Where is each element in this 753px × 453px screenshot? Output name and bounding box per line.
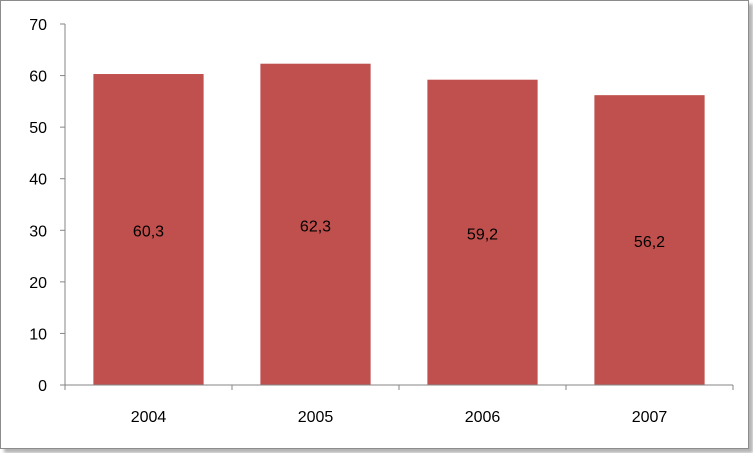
y-tick-label: 40 xyxy=(29,172,47,189)
y-tick-label: 30 xyxy=(29,223,47,240)
x-axis: 2004 2005 2006 2007 xyxy=(64,384,734,426)
bar xyxy=(427,79,538,385)
bar xyxy=(260,63,371,386)
y-tick-label: 60 xyxy=(29,69,47,86)
x-tick-label: 2007 xyxy=(632,409,668,426)
bar xyxy=(594,95,705,385)
bars xyxy=(93,63,705,386)
data-label: 56,2 xyxy=(634,234,665,251)
x-tick-label: 2006 xyxy=(465,409,501,426)
x-tick-label: 2005 xyxy=(298,409,334,426)
x-tick-label: 2004 xyxy=(131,409,167,426)
bar xyxy=(93,74,204,385)
data-label: 60,3 xyxy=(133,224,164,241)
y-tick-label: 70 xyxy=(29,17,47,34)
y-axis: 0 10 20 30 40 50 60 70 xyxy=(29,17,66,395)
data-label: 62,3 xyxy=(300,218,331,235)
y-tick-label: 20 xyxy=(29,275,47,292)
y-tick-label: 10 xyxy=(29,326,47,343)
y-tick-label: 0 xyxy=(38,378,47,395)
y-tick-label: 50 xyxy=(29,120,47,137)
data-labels: 60,3 62,3 59,2 56,2 xyxy=(133,218,665,251)
data-label: 59,2 xyxy=(467,226,498,243)
